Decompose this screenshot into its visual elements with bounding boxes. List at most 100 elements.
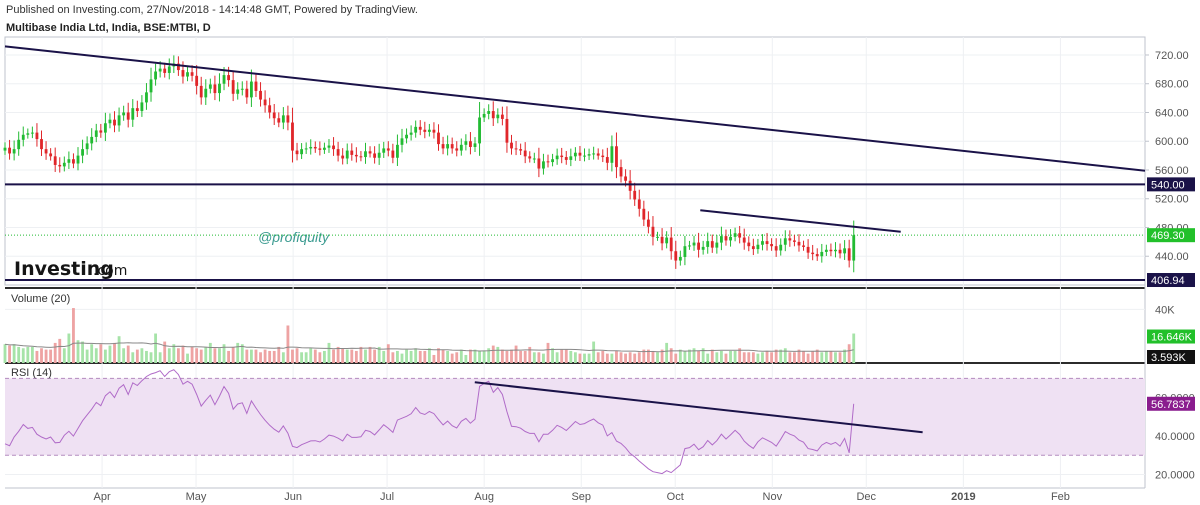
volume-bar xyxy=(820,352,824,363)
volume-bar xyxy=(793,352,796,363)
volume-bar xyxy=(628,352,632,363)
author-tag: @profiquity xyxy=(258,229,330,245)
candle-body xyxy=(332,145,335,150)
candle-body xyxy=(765,241,769,245)
candle-body xyxy=(300,149,304,155)
rsi-band xyxy=(5,378,1145,456)
volume-bar xyxy=(373,349,377,363)
candle-body xyxy=(674,251,678,261)
volume-bar xyxy=(154,333,157,363)
candle-body xyxy=(697,242,701,250)
volume-bar xyxy=(478,350,481,363)
candle-body xyxy=(44,149,48,154)
volume-bar xyxy=(391,352,395,363)
volume-bar xyxy=(505,350,509,363)
volume-bar xyxy=(619,352,623,363)
volume-bar xyxy=(172,344,176,363)
volume-bar xyxy=(441,349,445,363)
candle-body xyxy=(761,241,764,245)
volume-bar xyxy=(140,348,144,363)
volume-bar xyxy=(487,348,491,363)
candle-body xyxy=(546,161,550,163)
volume-bar xyxy=(843,349,847,363)
candle-body xyxy=(323,147,326,150)
candle-body xyxy=(601,155,605,158)
volume-bar xyxy=(464,354,468,363)
price-trendline xyxy=(4,45,1146,172)
volume-bar xyxy=(688,349,691,363)
candle-body xyxy=(240,88,244,90)
candle-body xyxy=(12,149,16,154)
volume-bar xyxy=(701,348,705,363)
candle-body xyxy=(304,148,308,150)
volume-bar xyxy=(692,348,696,363)
volume-bar xyxy=(646,349,650,363)
price-tick-label: 720.00 xyxy=(1155,50,1189,62)
volume-bar xyxy=(327,342,331,363)
volume-bar xyxy=(44,349,48,363)
candle-body xyxy=(295,150,299,155)
volume-bar xyxy=(724,353,728,363)
candle-body xyxy=(158,68,162,72)
volume-bar xyxy=(418,350,422,363)
last-price-badge-bg xyxy=(1147,228,1195,243)
candle-body xyxy=(619,167,623,177)
candle-body xyxy=(455,148,459,151)
volume-bar xyxy=(309,348,313,363)
volume-bar xyxy=(323,350,326,363)
volume-bar xyxy=(286,325,290,363)
candle-body xyxy=(213,84,217,94)
candle-body xyxy=(286,115,290,123)
candle-body xyxy=(665,237,669,244)
candle-body xyxy=(578,152,582,156)
volume-bar xyxy=(742,352,746,363)
volume-bar xyxy=(765,350,769,363)
volume-bar xyxy=(300,352,304,363)
candle-body xyxy=(843,248,847,254)
volume-bar xyxy=(665,342,669,363)
candle-body xyxy=(396,144,399,158)
volume-ma-badge-bg xyxy=(1147,350,1195,364)
candle-body xyxy=(291,122,294,151)
candle-body xyxy=(496,114,500,119)
candle-body xyxy=(190,72,194,76)
candle-body xyxy=(560,155,564,158)
volume-bar xyxy=(852,333,856,363)
candle-body xyxy=(838,249,842,254)
candle-body xyxy=(409,132,413,135)
volume-bar xyxy=(596,352,600,363)
candle-body xyxy=(90,136,94,144)
volume-bar xyxy=(500,349,504,363)
volume-bar xyxy=(277,346,281,363)
price-tick-label: 680.00 xyxy=(1155,79,1189,91)
volume-bar xyxy=(427,348,431,363)
candle-body xyxy=(793,240,796,242)
volume-bar xyxy=(67,333,71,363)
volume-bar xyxy=(747,352,751,363)
volume-bar xyxy=(405,349,408,363)
volume-bar xyxy=(669,348,673,363)
volume-bar xyxy=(537,352,541,363)
candle-body xyxy=(847,248,851,261)
volume-bar xyxy=(368,346,372,363)
candle-body xyxy=(482,113,486,118)
volume-bar xyxy=(601,350,605,363)
candle-body xyxy=(478,117,481,144)
candle-body xyxy=(437,132,440,145)
volume-bar xyxy=(364,349,367,363)
volume-bar xyxy=(313,349,317,363)
candle-body xyxy=(587,154,591,156)
volume-bar xyxy=(770,352,774,363)
volume-bar xyxy=(838,352,842,363)
candle-body xyxy=(692,242,696,246)
volume-bar xyxy=(610,353,614,363)
time-tick-label: Aug xyxy=(474,491,494,503)
candle-body xyxy=(583,155,586,157)
volume-bar xyxy=(523,350,527,363)
volume-bar xyxy=(17,346,21,363)
level-badge-540: 540.00 xyxy=(1151,179,1185,191)
candle-body xyxy=(751,246,755,250)
volume-bar xyxy=(656,352,659,363)
candle-body xyxy=(820,251,824,257)
